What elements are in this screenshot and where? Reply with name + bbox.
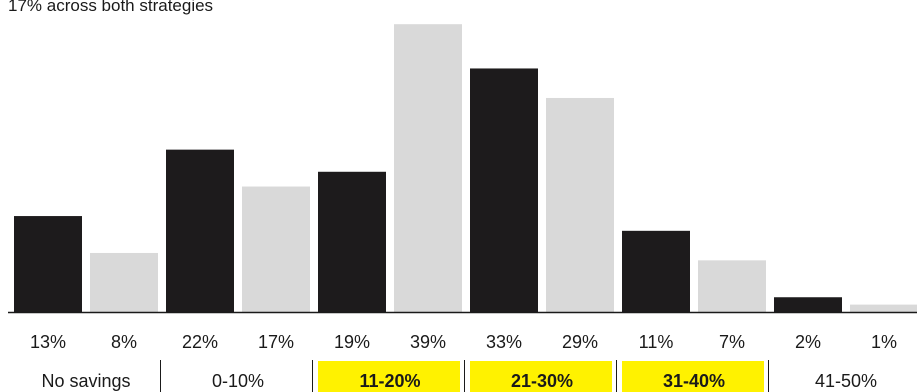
value-label: 19% [334, 332, 370, 352]
value-label: 11% [639, 332, 674, 352]
bar-41-50--series2 [850, 304, 917, 312]
value-label: 1% [871, 332, 897, 352]
bar-21-30--series2 [546, 97, 614, 312]
value-label: 2% [795, 332, 821, 352]
value-label: 29% [562, 332, 598, 352]
value-label: 7% [719, 332, 745, 352]
bar-no-savings-series2 [90, 252, 158, 312]
value-label: 17% [258, 332, 294, 352]
bar-no-savings-series1 [14, 216, 82, 312]
category-label: 0-10% [212, 371, 264, 391]
chart-subtitle: 17% across both strategies [8, 0, 214, 15]
category-label: 21-30% [511, 371, 573, 391]
bar-11-20--series1 [318, 171, 386, 312]
bar-21-30--series1 [470, 68, 538, 313]
value-label: 8% [111, 332, 137, 352]
value-label: 22% [182, 332, 218, 352]
bar-11-20--series2 [394, 24, 462, 313]
category-highlight [470, 361, 612, 392]
category-highlight [622, 361, 764, 392]
value-label: 39% [410, 332, 446, 352]
category-label: 11-20% [359, 371, 420, 391]
category-label: No savings [41, 371, 130, 391]
category-highlight [318, 361, 460, 392]
bar-31-40--series2 [698, 260, 766, 312]
category-label: 31-40% [663, 371, 725, 391]
bar-41-50--series1 [774, 297, 842, 312]
bar-0-10--series1 [166, 149, 234, 312]
bar-0-10--series2 [242, 186, 310, 312]
value-label: 33% [486, 332, 522, 352]
category-label: 41-50% [815, 371, 877, 391]
value-label: 13% [30, 332, 66, 352]
bar-31-40--series1 [622, 230, 690, 312]
